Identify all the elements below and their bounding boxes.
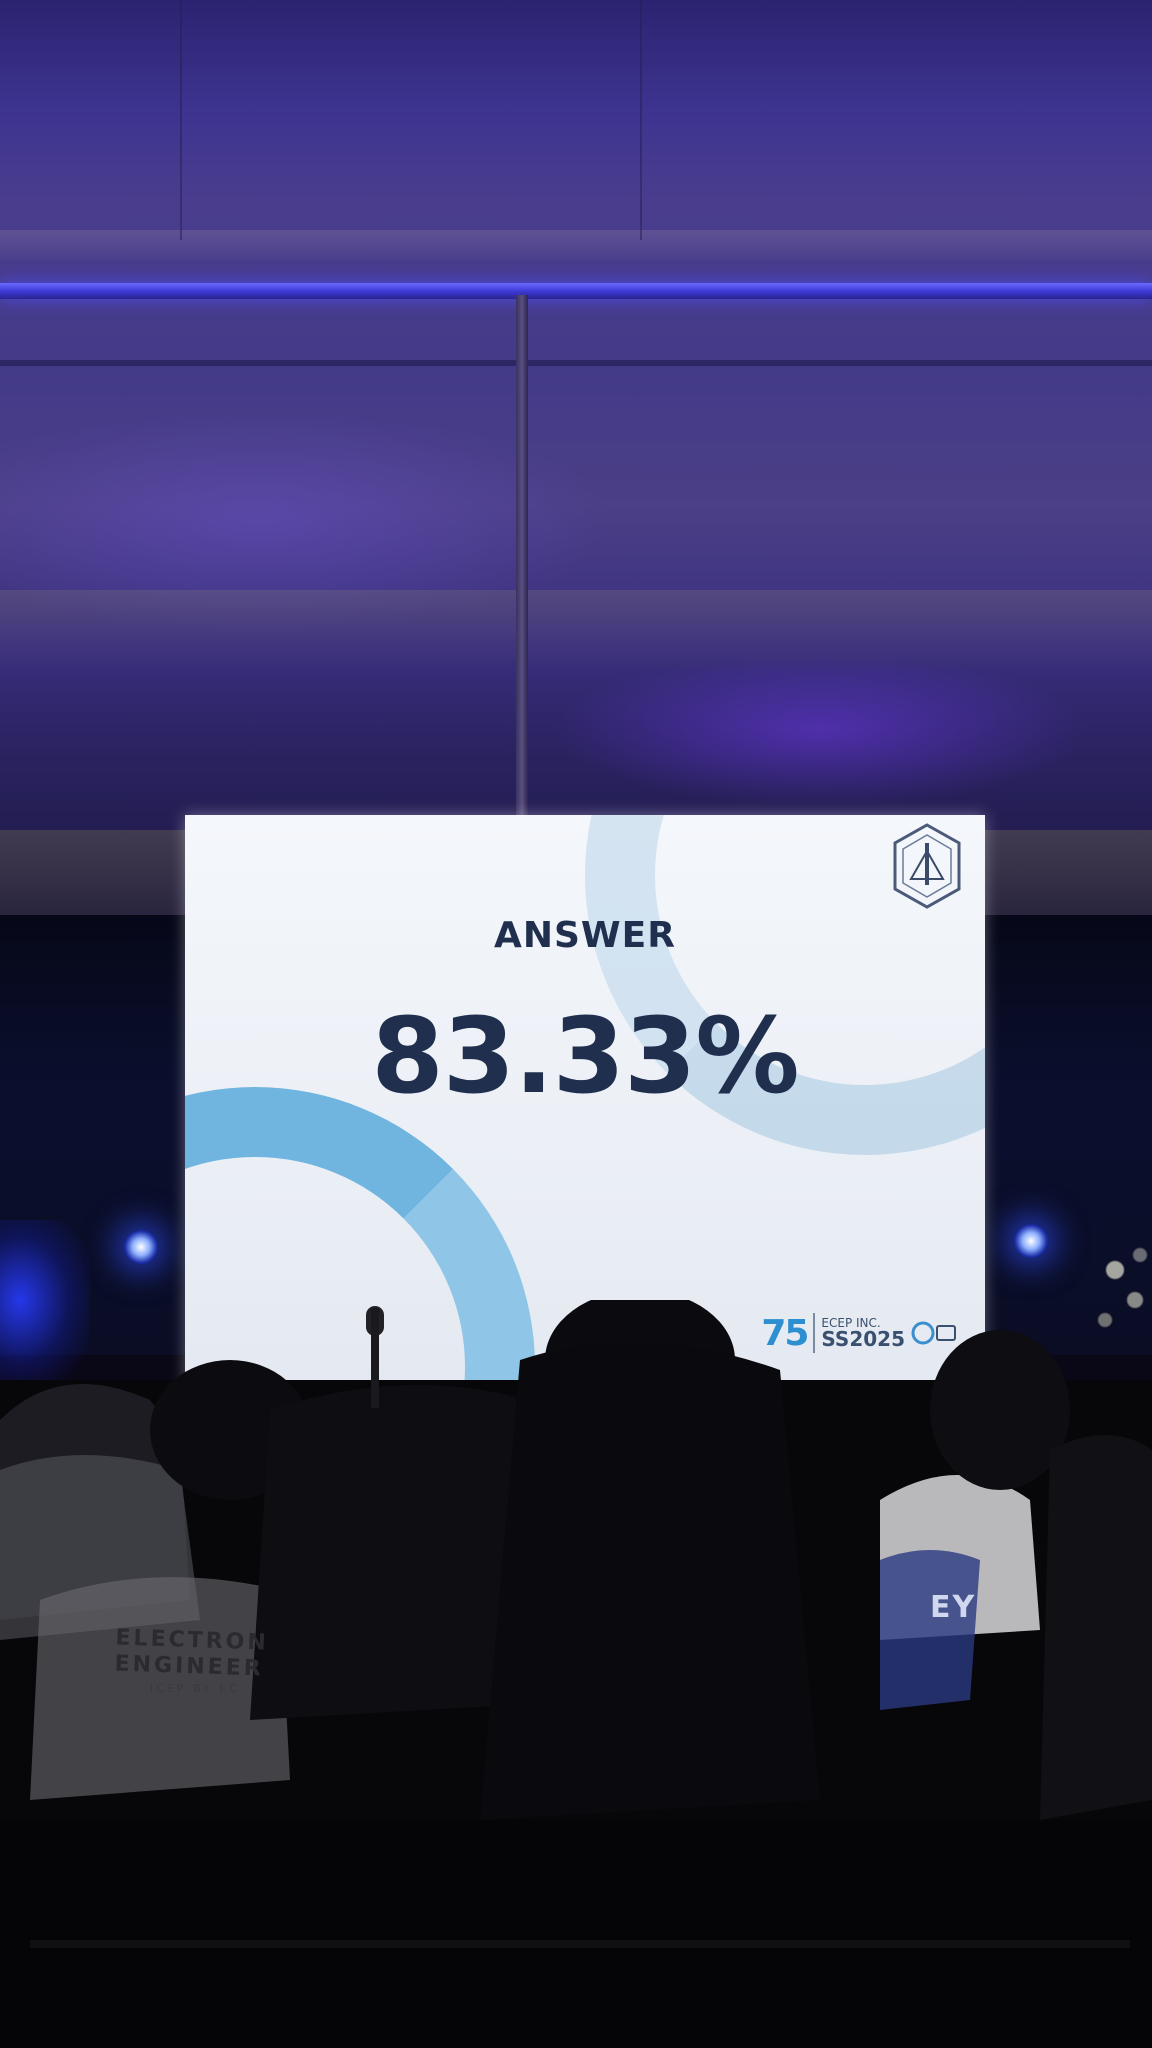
footer-logos: 75 ECEP INC. SS2025 [761, 1311, 957, 1355]
flower-arrangement [1085, 1230, 1152, 1350]
venue-backdrop [0, 0, 1152, 920]
org-name: ECEP INC. [821, 1316, 881, 1330]
answer-value: 83.33% [371, 995, 799, 1117]
event-code: SS2025 [821, 1327, 905, 1351]
wall-band [0, 590, 1152, 670]
shirt-print-right: EY [930, 1590, 977, 1625]
lighting-truss [0, 283, 1152, 299]
wall-seam [180, 0, 182, 240]
logo-divider [813, 1313, 816, 1353]
stage-glow [0, 1220, 90, 1390]
truss-pole [516, 295, 528, 815]
microphone-stand [371, 1308, 379, 1408]
stage-light [1014, 1224, 1048, 1258]
lighting-truss-lower [0, 360, 1152, 366]
shirt-line-2: ENGINEER [114, 1651, 265, 1682]
wall-band [0, 230, 1152, 260]
shirt-subtext: ICEP BY EC [150, 1682, 240, 1695]
org-logo-text: ECEP INC. SS2025 [821, 1317, 905, 1349]
anniversary-mark: 75 [761, 1312, 809, 1354]
stage-light [124, 1230, 158, 1264]
projection-screen: ANSWER 83.33% 75 ECEP INC. SS2025 [185, 815, 985, 1387]
wall-seam [640, 0, 642, 240]
slide-title: ANSWER [494, 915, 676, 956]
audience-silhouettes [0, 1300, 1152, 2048]
partner-logo-icon [911, 1321, 956, 1345]
emblem-logo [893, 823, 961, 909]
shirt-print: ELECTRON ENGINEER [114, 1625, 269, 1682]
